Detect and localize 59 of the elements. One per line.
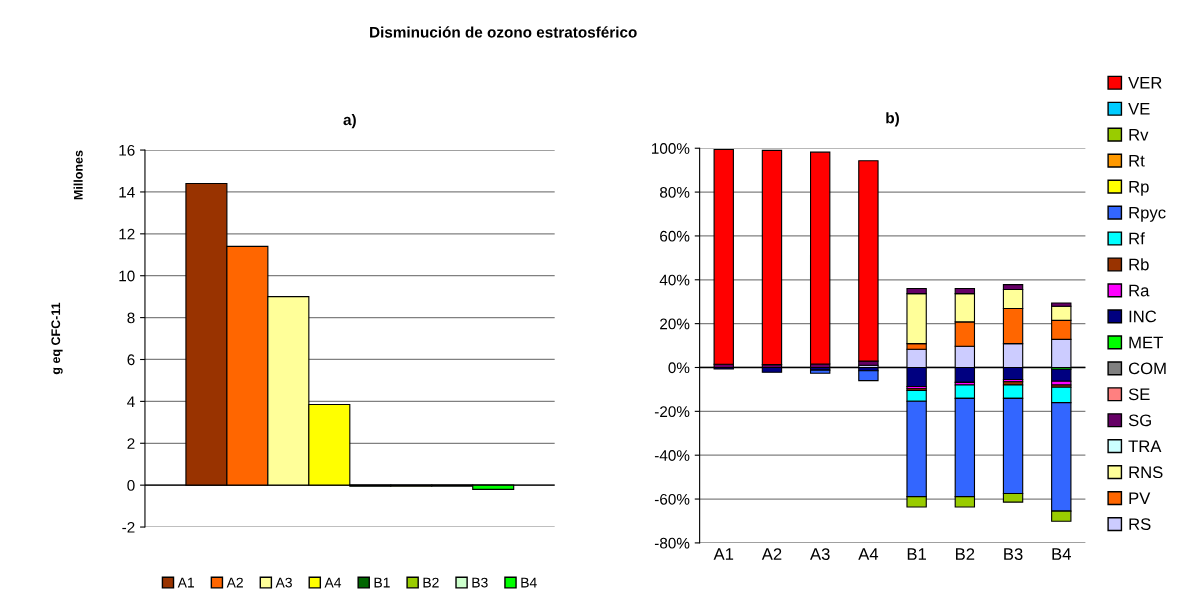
text: Millones — [73, 150, 83, 200]
y-tick-label: 80% — [660, 186, 690, 198]
x-tick-label: A1 — [713, 548, 734, 560]
y-tick-label: 16 — [119, 144, 135, 156]
legend-label: MET — [1129, 336, 1163, 349]
y-tick-label: -60% — [654, 493, 690, 505]
y-tick-label: 6 — [127, 354, 135, 366]
legend-label: RS — [1129, 518, 1151, 531]
legend-label: Rf — [1129, 232, 1145, 245]
y-tick-label: 0 — [127, 480, 135, 491]
y-tick-label: 40% — [659, 274, 690, 286]
y-tick-label: -80% — [654, 537, 690, 549]
x-tick-label: B1 — [907, 548, 926, 560]
text: Disminución de ozono estratosférico — [370, 26, 637, 38]
y-tick-label: 100% — [652, 143, 690, 154]
y-tick-label: -40% — [654, 450, 690, 461]
legend-label: Rpyc — [1129, 206, 1166, 222]
x-tick-label: B4 — [1052, 548, 1071, 560]
x-tick-label: A4 — [858, 548, 879, 560]
legend-label: B1 — [374, 577, 390, 588]
y-tick-label: 10 — [119, 270, 135, 282]
y-axis-title: g eq CFC-11 — [51, 302, 63, 375]
legend-label: Rb — [1129, 258, 1149, 271]
legend-label: A3 — [275, 577, 292, 588]
legend-label: B3 — [472, 577, 488, 588]
legend-label: Rp — [1129, 180, 1149, 196]
y-tick-label: 4 — [127, 396, 135, 407]
y-tick-label: 8 — [127, 312, 135, 324]
y-tick-label: 60% — [660, 230, 690, 242]
legend-label: INC — [1129, 310, 1157, 323]
legend-label: COM — [1128, 362, 1166, 375]
legend-label: B2 — [423, 577, 439, 588]
legend-label: A2 — [226, 577, 243, 588]
y-tick-label: 0% — [668, 362, 690, 374]
chart-title: a) — [343, 113, 356, 129]
legend-label: VE — [1128, 103, 1150, 115]
legend-label: RNS — [1129, 466, 1163, 479]
y-tick-label: 2 — [127, 438, 135, 449]
x-tick-label: A2 — [761, 548, 782, 560]
legend-label: SG — [1128, 414, 1151, 427]
x-tick-label: B2 — [956, 548, 975, 560]
x-tick-label: B3 — [1004, 548, 1023, 560]
legend-label: Rt — [1129, 154, 1145, 167]
y-tick-label: -2 — [122, 521, 135, 533]
y-tick-label: 14 — [119, 186, 135, 198]
legend-label: PV — [1129, 492, 1151, 504]
legend-label: Rv — [1129, 129, 1149, 141]
legend-label: SE — [1128, 388, 1150, 401]
legend-label: Ra — [1129, 284, 1150, 297]
legend-label: VER — [1128, 77, 1162, 89]
x-tick-label: A3 — [810, 548, 830, 560]
chart-title: b) — [886, 112, 899, 127]
y-tick-label: 20% — [660, 318, 690, 330]
y-tick-label: -20% — [654, 406, 690, 418]
y-tick-label: 12 — [119, 228, 135, 240]
legend-label: A1 — [177, 577, 195, 588]
legend-label: B4 — [521, 577, 537, 588]
legend-label: TRA — [1128, 440, 1162, 452]
legend-label: A4 — [324, 577, 342, 588]
